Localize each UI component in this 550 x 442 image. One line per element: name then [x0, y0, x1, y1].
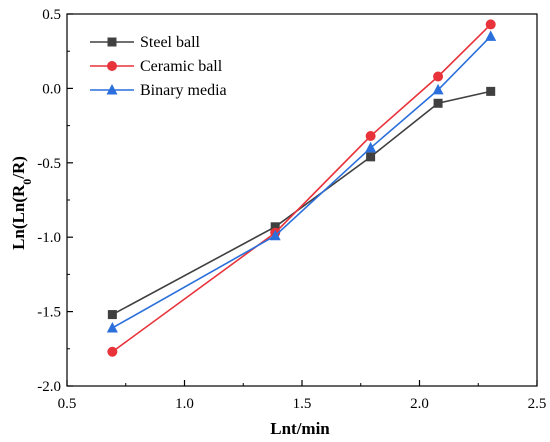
data-point [269, 229, 281, 241]
x-axis: 0.5 1.0 1.5 2.0 2.5 [58, 380, 547, 412]
x-tick-label: 2.0 [410, 396, 429, 412]
y-axis-title-main: Ln(Ln(R [9, 184, 28, 250]
legend-item: Ceramic ball [90, 58, 223, 75]
y-axis-title-tail: /R) [9, 156, 28, 180]
series-layer [106, 19, 497, 357]
series-line [111, 90, 491, 316]
legend-item: Binary media [90, 82, 227, 99]
plot-border [66, 13, 538, 387]
y-tick-label: -2.0 [37, 379, 61, 395]
x-tick-label: 2.5 [528, 396, 547, 412]
y-axis-title-subscript: 0 [20, 179, 34, 185]
data-point [433, 98, 443, 108]
legend-label: Binary media [140, 82, 227, 99]
data-point [270, 222, 280, 232]
y-axis-title: Ln(Ln(R0/R) [9, 156, 34, 250]
data-point [366, 152, 376, 162]
legend-item: Steel ball [90, 34, 201, 51]
series-steel-ball [107, 86, 496, 320]
y-tick-label: -0.5 [37, 156, 61, 172]
series-ceramic-ball [107, 19, 496, 357]
data-point [485, 30, 497, 41]
y-axis: -2.0 -1.5 -1.0 -0.5 0.0 0.5 [37, 7, 73, 395]
data-point [432, 83, 444, 95]
data-point [485, 19, 496, 30]
plot-frame [66, 13, 538, 387]
data-point [433, 71, 444, 82]
x-tick-label: 1.5 [293, 396, 312, 412]
x-tick-label: 0.5 [58, 396, 77, 412]
x-axis-title: Lnt/min [270, 419, 330, 438]
legend-swatch-marker [106, 84, 118, 95]
data-point [107, 310, 117, 320]
legend-swatch-marker [107, 61, 117, 71]
y-tick-label: -1.5 [37, 305, 61, 321]
data-point [107, 346, 118, 357]
x-tick-label: 1.0 [175, 396, 194, 412]
legend: Steel ball Ceramic ball Binary media [90, 34, 227, 99]
data-point [106, 321, 118, 333]
y-tick-label: 0.0 [42, 81, 61, 97]
legend-swatch-marker [107, 37, 117, 47]
data-point [365, 131, 376, 142]
data-point [365, 141, 377, 153]
y-tick-label: 0.5 [42, 7, 61, 23]
y-tick-label: -1.0 [37, 230, 61, 246]
data-point [486, 86, 496, 96]
legend-label: Steel ball [140, 34, 201, 51]
series-binary-media [106, 30, 497, 333]
legend-label: Ceramic ball [140, 58, 223, 75]
